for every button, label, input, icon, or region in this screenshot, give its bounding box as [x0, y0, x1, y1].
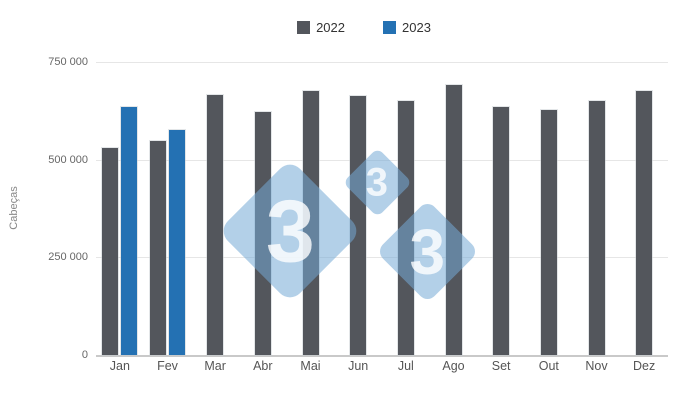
- bar-2022-abr: [254, 112, 271, 355]
- bar-2023-jan: [121, 106, 138, 355]
- bar-2022-fev: [150, 140, 166, 355]
- bar-2023-fev: [169, 130, 185, 355]
- legend-item-2023[interactable]: 2023: [383, 21, 431, 34]
- legend-item-2022[interactable]: 2022: [297, 21, 345, 34]
- legend-swatch-2023-icon: [383, 21, 396, 34]
- x-label-mar: Mar: [204, 359, 226, 373]
- bar-2022-out: [540, 109, 557, 355]
- y-axis-title: Cabeças: [8, 186, 20, 230]
- bar-2022-jan: [102, 147, 119, 355]
- x-label-set: Set: [491, 359, 511, 373]
- x-label-nov: Nov: [585, 359, 608, 373]
- y-tick-label-250000: 250 000: [48, 251, 88, 264]
- y-tick-label-500000: 500 000: [48, 153, 88, 166]
- bar-2022-dez: [636, 91, 653, 355]
- x-label-jun: Jun: [348, 359, 369, 373]
- bar-2022-set: [493, 106, 510, 355]
- legend-label-2022: 2022: [316, 20, 345, 35]
- legend: 2022 2023: [14, 21, 700, 34]
- x-label-ago: Ago: [442, 359, 465, 373]
- x-label-dez: Dez: [633, 359, 656, 373]
- x-label-mai: Mai: [300, 359, 321, 373]
- x-label-abr: Abr: [253, 359, 273, 373]
- bar-2022-jun: [350, 95, 367, 355]
- legend-label-2023: 2023: [402, 20, 431, 35]
- bar-2022-mai: [302, 90, 319, 355]
- x-label-jul: Jul: [397, 359, 414, 373]
- bar-2022-jul: [397, 101, 414, 355]
- y-tick-label-750000: 750 000: [48, 56, 88, 68]
- y-tick-label-0: 0: [81, 349, 88, 361]
- gridline-750000: [96, 62, 668, 63]
- x-label-jan: Jan: [109, 359, 130, 373]
- bar-2022-nov: [588, 101, 605, 355]
- bar-2022-ago: [445, 84, 462, 355]
- x-label-out: Out: [538, 359, 559, 373]
- x-label-fev: Fev: [157, 359, 178, 373]
- bar-2022-mar: [207, 94, 224, 355]
- legend-swatch-2022-icon: [297, 21, 311, 34]
- plot-area: [96, 62, 668, 357]
